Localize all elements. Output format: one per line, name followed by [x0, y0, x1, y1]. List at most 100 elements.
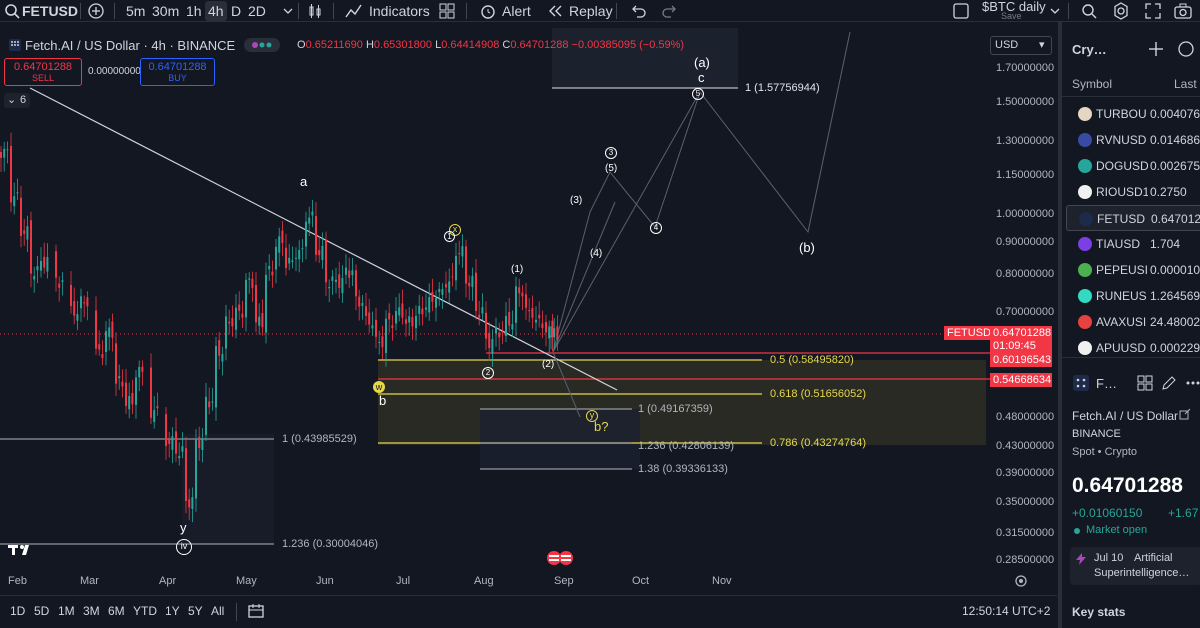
- range-1m[interactable]: 1M: [58, 604, 75, 618]
- symbol-logo-icon: [1078, 185, 1092, 199]
- layout-checkbox-icon[interactable]: [950, 0, 972, 22]
- candle-body: [201, 439, 204, 450]
- fib-label-1236b: 1.236 (0.42806139): [638, 440, 735, 452]
- range-3m[interactable]: 3M: [83, 604, 100, 618]
- detail-more-icon[interactable]: [1184, 374, 1200, 395]
- candle-body: [241, 313, 244, 318]
- fib-zone-lower: [480, 409, 640, 469]
- axis-settings-icon[interactable]: [1013, 573, 1029, 592]
- layout-name[interactable]: $BTC daily: [982, 0, 1046, 14]
- key-stats-heading[interactable]: Key stats: [1072, 605, 1126, 619]
- candle-body: [258, 316, 261, 326]
- symbol-search[interactable]: FETUSD: [22, 3, 78, 19]
- candle-body: [325, 240, 327, 283]
- candle-body: [98, 344, 101, 350]
- layouts-grid-icon[interactable]: [436, 0, 458, 22]
- interval-30m[interactable]: 30m: [152, 3, 180, 19]
- detail-edit-icon[interactable]: [1160, 374, 1178, 395]
- search-icon[interactable]: [2, 0, 24, 22]
- replay-icon[interactable]: [545, 0, 567, 22]
- undo-icon[interactable]: [627, 0, 649, 22]
- range-all[interactable]: All: [211, 604, 225, 618]
- candle-body: [128, 396, 131, 410]
- camera-snapshot-icon[interactable]: [1172, 0, 1194, 22]
- symbol-logo-icon: [1078, 133, 1092, 147]
- watchlist-row[interactable]: DOGUSD 0.002675: [1066, 153, 1200, 179]
- watchlist-menu-icon[interactable]: [1176, 39, 1196, 62]
- interval-4h[interactable]: 4h: [205, 1, 227, 21]
- chart-canvas[interactable]: [0, 22, 1057, 592]
- interval-2d[interactable]: 2D: [248, 3, 266, 19]
- fib-label-05: 0.5 (0.58495820): [770, 354, 854, 366]
- watchlist-row[interactable]: TIAUSD 1.704: [1066, 231, 1200, 257]
- fib-label-0786: 0.786 (0.43274764): [770, 437, 867, 449]
- alert-clock-icon[interactable]: [477, 0, 499, 22]
- watchlist-row[interactable]: RIOUSD1 0.2750: [1066, 179, 1200, 205]
- sell-button[interactable]: 0.64701288 SELL: [4, 58, 82, 86]
- currency-select[interactable]: USD ▾: [990, 36, 1052, 55]
- clock-display[interactable]: 12:50:14 UTC+2: [962, 604, 1051, 618]
- wave-label-p3: (3): [570, 195, 583, 206]
- watchlist-row[interactable]: FETUSD 0.6470128: [1066, 205, 1200, 231]
- indicators-collapse[interactable]: ⌄ 6: [4, 93, 30, 108]
- detail-grid-icon[interactable]: [1136, 374, 1154, 395]
- indicators-button[interactable]: Indicators: [369, 3, 430, 19]
- candles-icon[interactable]: [304, 0, 326, 22]
- range-5y[interactable]: 5Y: [188, 604, 203, 618]
- candle-body: [341, 278, 344, 294]
- economic-events-icon[interactable]: [546, 550, 576, 569]
- time-tick: Nov: [712, 575, 732, 587]
- redo-icon[interactable]: [659, 0, 681, 22]
- range-6m[interactable]: 6M: [108, 604, 125, 618]
- replay-button[interactable]: Replay: [569, 3, 613, 19]
- fib-label-1a: 1 (0.43985529): [282, 433, 357, 445]
- quick-search-icon[interactable]: [1078, 0, 1100, 22]
- interval-dropdown-icon[interactable]: [277, 0, 299, 22]
- candle-body: [395, 311, 397, 324]
- indicators-icon[interactable]: [343, 0, 365, 22]
- add-compare-icon[interactable]: [85, 0, 107, 22]
- legend-source-toggle[interactable]: [244, 38, 280, 52]
- watchlist-symbol: PEPEUSI: [1096, 263, 1148, 277]
- detail-symbol[interactable]: F…: [1096, 376, 1117, 391]
- date-range-icon[interactable]: [246, 601, 266, 624]
- detail-name[interactable]: Fetch.AI / US Dollar: [1072, 409, 1179, 423]
- candle-body: [188, 499, 191, 508]
- watchlist-panel: Cry… Symbol Last TURBOU 0.004076 RVNUSD 0.0…: [1058, 22, 1200, 628]
- range-1d[interactable]: 1D: [10, 604, 26, 618]
- projection-path-4: [552, 351, 581, 418]
- external-link-icon[interactable]: [1178, 407, 1192, 424]
- market-status: Market open: [1086, 524, 1148, 536]
- chart-area[interactable]: Fetch.AI / US Dollar · 4h · BINANCE O0.6…: [0, 22, 1057, 592]
- fullscreen-icon[interactable]: [1142, 0, 1164, 22]
- buy-button[interactable]: 0.64701288 BUY: [140, 58, 215, 86]
- legend-title[interactable]: Fetch.AI / US Dollar · 4h · BINANCE: [25, 38, 236, 53]
- alert-button[interactable]: Alert: [502, 3, 531, 19]
- candle-body: [461, 246, 464, 257]
- interval-d[interactable]: D: [231, 3, 242, 19]
- layout-dropdown-icon[interactable]: [1044, 0, 1066, 22]
- range-5d[interactable]: 5D: [34, 604, 50, 618]
- interval-1h[interactable]: 1h: [186, 3, 202, 19]
- candle-body: [298, 250, 301, 260]
- add-symbol-icon[interactable]: [1146, 39, 1166, 62]
- layout-save-status[interactable]: Save: [1001, 11, 1022, 21]
- col-symbol[interactable]: Symbol: [1072, 77, 1113, 91]
- interval-5m[interactable]: 5m: [126, 3, 146, 19]
- detail-change-pct: +1.67: [1168, 506, 1199, 520]
- watchlist-last: 0.0002296: [1150, 341, 1200, 355]
- candle-body: [255, 284, 257, 323]
- candle-body: [401, 303, 404, 318]
- settings-gear-icon[interactable]: [1110, 0, 1132, 22]
- watchlist-row[interactable]: TURBOU 0.004076: [1066, 101, 1200, 127]
- col-last[interactable]: Last: [1174, 77, 1197, 91]
- range-1y[interactable]: 1Y: [165, 604, 180, 618]
- range-ytd[interactable]: YTD: [133, 604, 157, 618]
- watchlist-title[interactable]: Cry…: [1072, 42, 1107, 57]
- news-card[interactable]: Jul 10 Artificial Superintelligence…: [1070, 547, 1200, 585]
